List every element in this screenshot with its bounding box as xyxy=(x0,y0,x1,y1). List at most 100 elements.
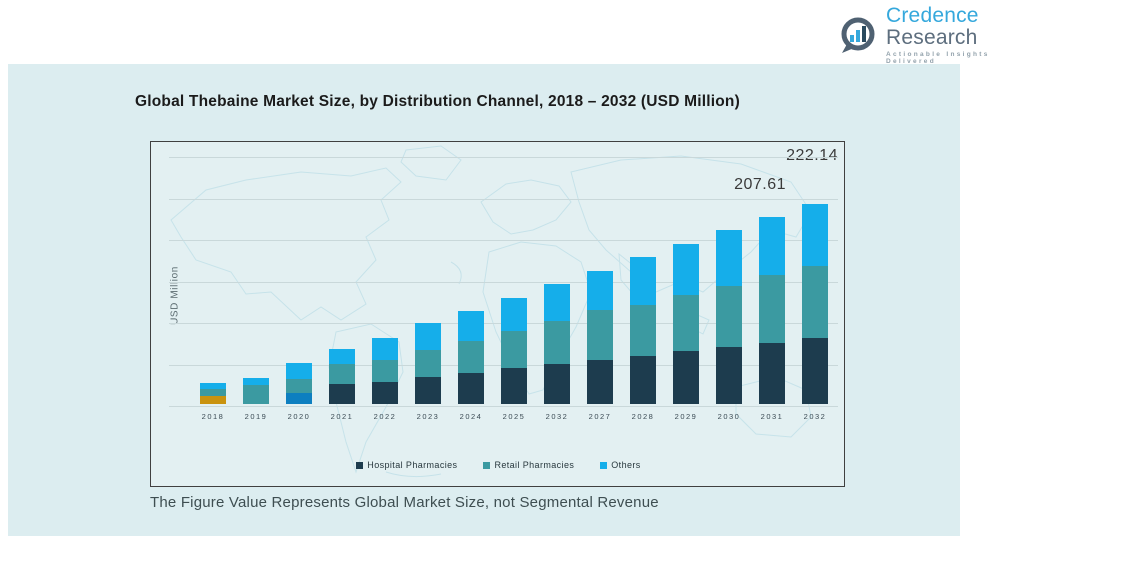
x-tick-label: 2021 xyxy=(330,412,354,421)
x-tick-label: 2030 xyxy=(717,412,741,421)
bar-2021-3 xyxy=(329,349,355,404)
segment-retail-pharmacies xyxy=(372,360,398,382)
x-tick-label: 2024 xyxy=(459,412,483,421)
bar-2029-11 xyxy=(673,244,699,404)
segment-retail-pharmacies xyxy=(329,364,355,385)
x-tick-label: 2029 xyxy=(674,412,698,421)
segment-others xyxy=(673,244,699,295)
segment-others xyxy=(759,217,785,276)
segment-others xyxy=(544,284,570,321)
segment-retail-pharmacies xyxy=(200,389,226,396)
y-gridline xyxy=(169,157,838,158)
segment-others xyxy=(458,311,484,341)
logo-wordmark: Credence Research xyxy=(886,5,1038,49)
legend-swatch-icon xyxy=(483,461,491,469)
segment-others xyxy=(243,378,269,385)
y-gridline xyxy=(169,406,838,407)
bar-2019-1 xyxy=(243,378,269,404)
bar-2025-7 xyxy=(501,297,527,404)
segment-hospital-pharmacies xyxy=(716,346,742,404)
bar-2020-2 xyxy=(286,363,312,404)
bar-chart-bubble-icon xyxy=(841,17,875,53)
bar-2032-14 xyxy=(802,204,828,404)
segment-others xyxy=(501,297,527,331)
logo-brand-secondary: Research xyxy=(886,26,978,49)
segment-others xyxy=(372,338,398,361)
segment-retail-pharmacies xyxy=(587,310,613,360)
segment-hospital-pharmacies xyxy=(501,368,527,404)
bar-2032-8 xyxy=(544,284,570,404)
y-gridline xyxy=(169,198,838,200)
x-tick-label: 2028 xyxy=(631,412,655,421)
segment-retail-pharmacies xyxy=(716,286,742,347)
segment-others xyxy=(415,323,441,351)
segment-hospital-pharmacies xyxy=(544,364,570,404)
chart-footnote: The Figure Value Represents Global Marke… xyxy=(150,494,659,511)
segment-hospital-pharmacies xyxy=(587,360,613,404)
segment-others xyxy=(286,363,312,380)
bar-2024-6 xyxy=(458,311,484,404)
segment-others xyxy=(716,230,742,287)
segment-hospital-pharmacies xyxy=(415,376,441,404)
segment-retail-pharmacies xyxy=(802,266,828,339)
segment-hospital-pharmacies xyxy=(286,393,312,404)
x-tick-label: 2032 xyxy=(803,412,827,421)
chart-title: Global Thebaine Market Size, by Distribu… xyxy=(135,93,740,110)
legend-label: Others xyxy=(611,460,641,470)
legend-label: Retail Pharmacies xyxy=(494,460,575,470)
segment-hospital-pharmacies xyxy=(802,338,828,404)
segment-hospital-pharmacies xyxy=(458,372,484,404)
segment-others xyxy=(630,257,656,306)
legend-label: Hospital Pharmacies xyxy=(367,460,458,470)
bar-2028-10 xyxy=(630,257,656,404)
chart-panel: Global Thebaine Market Size, by Distribu… xyxy=(8,64,960,536)
y-gridline xyxy=(169,281,838,283)
segment-hospital-pharmacies xyxy=(673,351,699,404)
segment-hospital-pharmacies xyxy=(630,356,656,404)
x-tick-label: 2031 xyxy=(760,412,784,421)
x-tick-label: 2023 xyxy=(416,412,440,421)
segment-retail-pharmacies xyxy=(759,275,785,343)
x-tick-label: 2025 xyxy=(502,412,526,421)
segment-others xyxy=(587,270,613,310)
segment-others xyxy=(200,382,226,390)
segment-retail-pharmacies xyxy=(544,320,570,364)
segment-others xyxy=(329,349,355,365)
legend-swatch-icon xyxy=(600,461,608,469)
x-tick-label: 2018 xyxy=(201,412,225,421)
segment-retail-pharmacies xyxy=(501,330,527,369)
bar-2023-5 xyxy=(415,323,441,404)
x-tick-label: 2032 xyxy=(545,412,569,421)
legend: Hospital Pharmacies Retail Pharmacies Othe… xyxy=(151,460,844,470)
logo-brand-primary: Credence xyxy=(886,4,979,27)
bar-2027-9 xyxy=(587,270,613,404)
y-gridline xyxy=(169,240,838,241)
segment-retail-pharmacies xyxy=(673,295,699,351)
logo-tagline: Actionable Insights Delivered xyxy=(886,51,990,65)
segment-retail-pharmacies xyxy=(458,340,484,373)
credence-research-logo: Credence Research Actionable Insights De… xyxy=(838,5,1038,65)
segment-retail-pharmacies xyxy=(286,379,312,394)
legend-item-retail-pharmacies: Retail Pharmacies xyxy=(483,460,574,470)
bar-2018-0 xyxy=(200,382,226,404)
x-tick-label: 2020 xyxy=(287,412,311,421)
segment-others xyxy=(802,204,828,267)
plot-area: USD Million 222.14 207.61 2018 2019 2020 20… xyxy=(150,141,845,487)
segment-hospital-pharmacies xyxy=(372,381,398,404)
bar-2030-12 xyxy=(716,230,742,404)
legend-item-hospital-pharmacies: Hospital Pharmacies xyxy=(356,460,457,470)
x-tick-label: 2019 xyxy=(244,412,268,421)
legend-item-others: Others xyxy=(600,460,640,470)
segment-retail-pharmacies xyxy=(630,305,656,356)
segment-retail-pharmacies xyxy=(243,385,269,404)
data-label-2031-total: 207.61 xyxy=(734,176,786,193)
legend-swatch-icon xyxy=(356,461,364,469)
data-label-2032-total: 222.14 xyxy=(786,147,838,164)
y-axis-label: USD Million xyxy=(169,266,181,325)
x-tick-label: 2027 xyxy=(588,412,612,421)
segment-hospital-pharmacies xyxy=(200,396,226,404)
x-tick-label: 2022 xyxy=(373,412,397,421)
segment-hospital-pharmacies xyxy=(759,342,785,404)
segment-hospital-pharmacies xyxy=(329,384,355,404)
segment-retail-pharmacies xyxy=(415,350,441,377)
